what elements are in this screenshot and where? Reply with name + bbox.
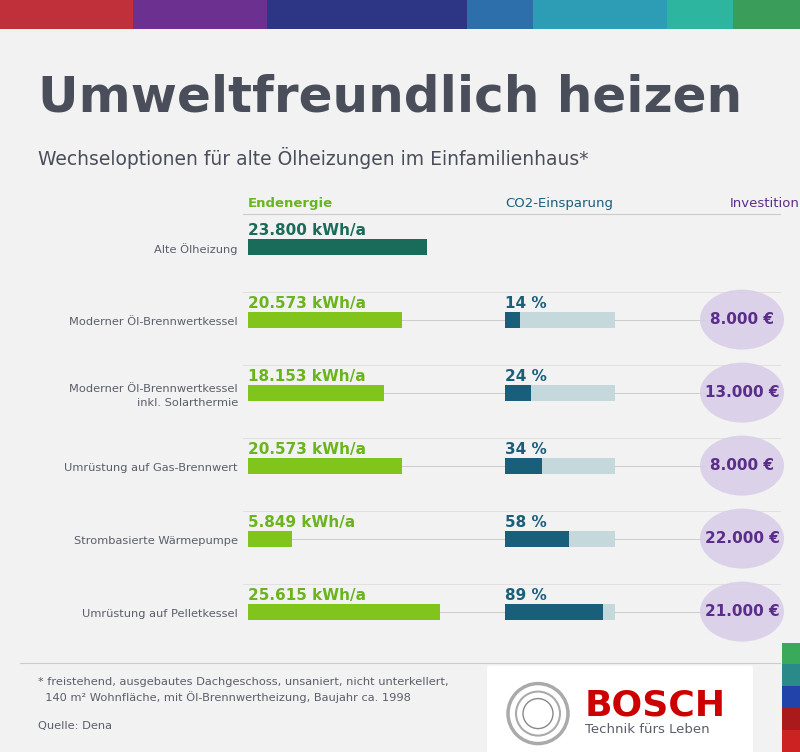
Text: Endenergie: Endenergie <box>248 196 333 210</box>
Text: CO2-Einsparung: CO2-Einsparung <box>505 196 613 210</box>
Text: Moderner Öl-Brennwertkessel: Moderner Öl-Brennwertkessel <box>70 317 238 326</box>
Ellipse shape <box>700 508 784 569</box>
Bar <box>466 0 534 29</box>
Text: 18.153 kWh/a: 18.153 kWh/a <box>248 368 366 384</box>
Bar <box>400 0 466 29</box>
Bar <box>200 0 266 29</box>
Bar <box>248 384 384 401</box>
Bar <box>569 531 615 547</box>
Bar <box>505 384 531 401</box>
Text: 25.615 kWh/a: 25.615 kWh/a <box>248 587 366 602</box>
Bar <box>505 457 542 474</box>
Bar <box>66 0 134 29</box>
Bar <box>248 238 426 255</box>
Bar <box>734 0 800 29</box>
Text: 21.000 €: 21.000 € <box>705 604 779 619</box>
Text: 22.000 €: 22.000 € <box>705 531 779 546</box>
Bar <box>266 0 334 29</box>
Bar <box>603 604 615 620</box>
Text: Technik fürs Leben: Technik fürs Leben <box>585 723 710 736</box>
Text: 14 %: 14 % <box>505 296 546 311</box>
Text: Moderner Öl-Brennwertkessel: Moderner Öl-Brennwertkessel <box>70 384 238 393</box>
Bar <box>334 0 400 29</box>
Ellipse shape <box>700 435 784 496</box>
Bar <box>542 457 615 474</box>
Text: 23.800 kWh/a: 23.800 kWh/a <box>248 223 366 238</box>
Text: Quelle: Dena: Quelle: Dena <box>38 720 112 731</box>
Bar <box>505 311 520 328</box>
Text: Strombasierte Wärmepumpe: Strombasierte Wärmepumpe <box>74 535 238 546</box>
Bar <box>520 311 615 328</box>
Bar <box>600 0 666 29</box>
Text: 34 %: 34 % <box>505 441 546 456</box>
Bar <box>782 708 800 730</box>
Text: 140 m² Wohnfläche, mit Öl-Brennwertheizung, Baujahr ca. 1998: 140 m² Wohnfläche, mit Öl-Brennwertheizu… <box>38 692 411 703</box>
Ellipse shape <box>700 290 784 350</box>
Bar <box>531 384 615 401</box>
Text: 5.849 kWh/a: 5.849 kWh/a <box>248 514 355 529</box>
Text: 8.000 €: 8.000 € <box>710 458 774 473</box>
Text: BOSCH: BOSCH <box>585 689 726 723</box>
Bar <box>248 311 402 328</box>
Ellipse shape <box>700 362 784 423</box>
Bar <box>782 665 800 687</box>
Bar <box>666 0 734 29</box>
Bar <box>505 531 569 547</box>
Bar <box>534 0 600 29</box>
Text: inkl. Solarthermie: inkl. Solarthermie <box>137 398 238 408</box>
Bar <box>248 531 292 547</box>
Text: 20.573 kWh/a: 20.573 kWh/a <box>248 441 366 456</box>
Bar <box>782 730 800 752</box>
Bar <box>248 457 402 474</box>
Text: Investition: Investition <box>730 196 800 210</box>
Text: Umrüstung auf Gas-Brennwert: Umrüstung auf Gas-Brennwert <box>65 462 238 472</box>
Bar <box>782 642 800 665</box>
Bar <box>505 604 603 620</box>
Bar <box>782 687 800 708</box>
Text: Umweltfreundlich heizen: Umweltfreundlich heizen <box>38 74 742 122</box>
Ellipse shape <box>700 581 784 641</box>
Bar <box>0 0 66 29</box>
Text: 8.000 €: 8.000 € <box>710 312 774 327</box>
Bar <box>248 604 440 620</box>
Text: 58 %: 58 % <box>505 514 546 529</box>
Text: Alte Ölheizung: Alte Ölheizung <box>154 243 238 254</box>
Text: Umrüstung auf Pelletkessel: Umrüstung auf Pelletkessel <box>82 608 238 619</box>
Text: 20.573 kWh/a: 20.573 kWh/a <box>248 296 366 311</box>
Text: * freistehend, ausgebautes Dachgeschoss, unsaniert, nicht unterkellert,: * freistehend, ausgebautes Dachgeschoss,… <box>38 677 449 687</box>
Text: 89 %: 89 % <box>505 587 546 602</box>
FancyBboxPatch shape <box>487 666 753 752</box>
Text: 24 %: 24 % <box>505 368 547 384</box>
Bar <box>134 0 200 29</box>
Text: 13.000 €: 13.000 € <box>705 385 779 400</box>
Text: Wechseloptionen für alte Ölheizungen im Einfamilienhaus*: Wechseloptionen für alte Ölheizungen im … <box>38 147 589 168</box>
